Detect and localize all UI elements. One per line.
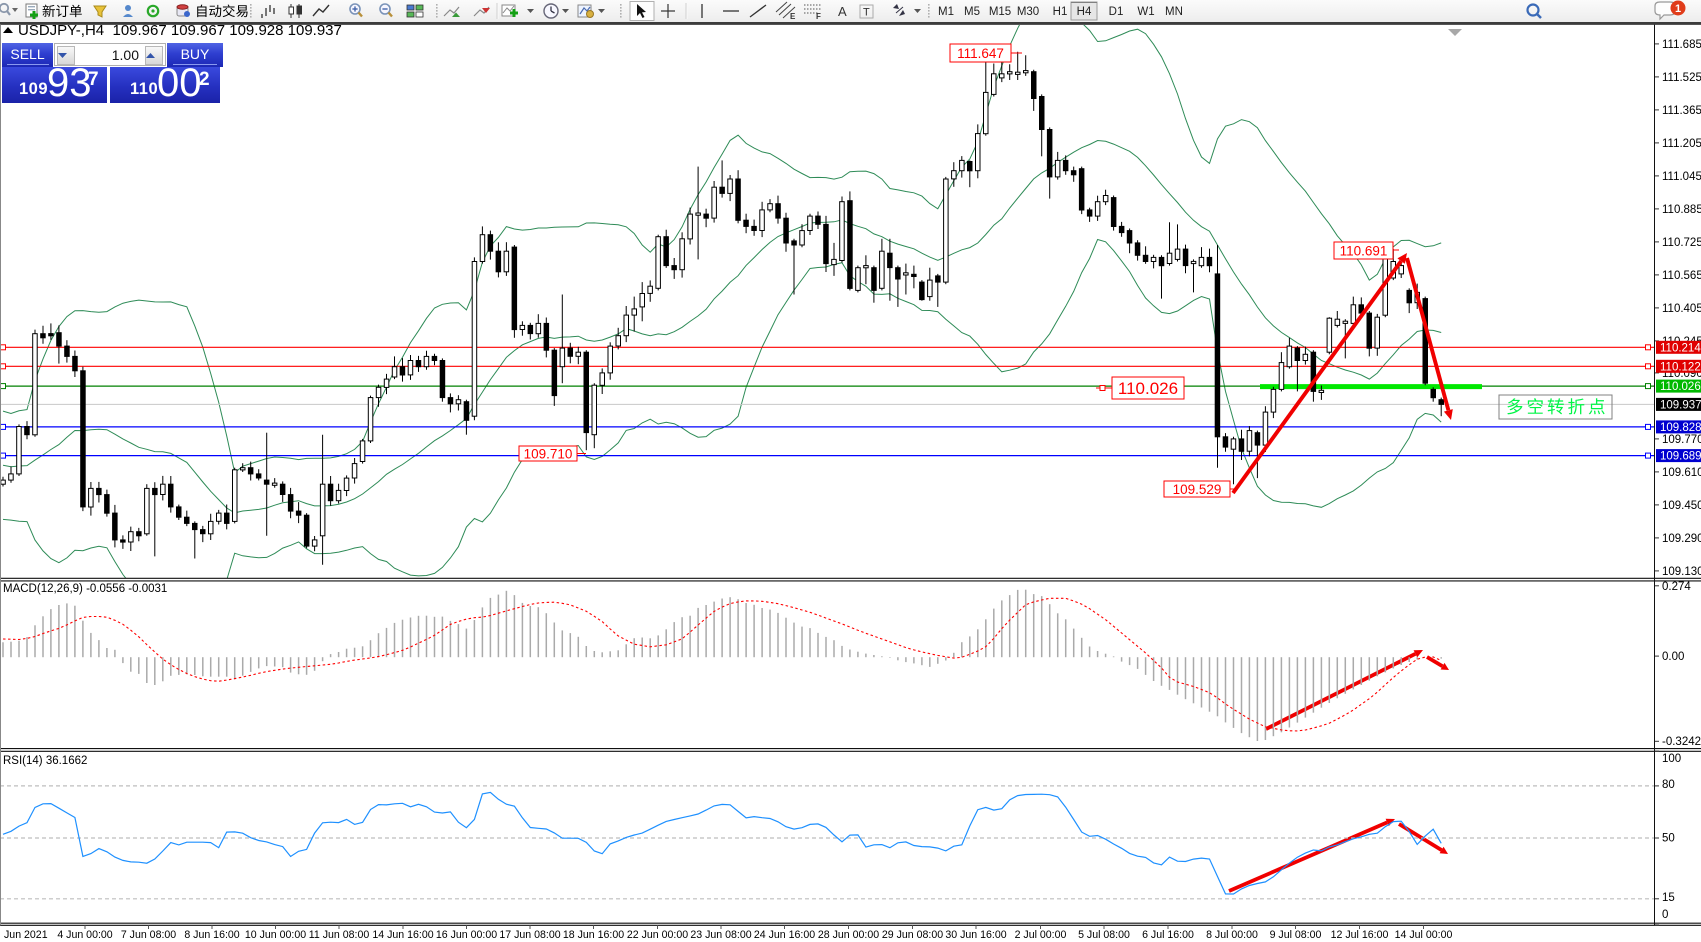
svg-text:15: 15 — [1662, 892, 1675, 904]
svg-text:M30: M30 — [1017, 6, 1039, 18]
svg-text:24 Jun 16:00: 24 Jun 16:00 — [754, 929, 815, 941]
svg-text:109.450: 109.450 — [1662, 500, 1701, 512]
svg-text:MACD(12,26,9) -0.0556 -0.0031: MACD(12,26,9) -0.0556 -0.0031 — [3, 583, 167, 595]
svg-text:50: 50 — [1662, 833, 1675, 845]
svg-text:111.205: 111.205 — [1662, 138, 1701, 150]
svg-text:0.00: 0.00 — [1662, 651, 1684, 663]
svg-text:110.565: 110.565 — [1662, 270, 1701, 282]
svg-text:110.026: 110.026 — [1118, 379, 1178, 398]
svg-text:4 Jun 00:00: 4 Jun 00:00 — [57, 929, 112, 941]
svg-text:T: T — [863, 7, 870, 19]
svg-text:14 Jun 16:00: 14 Jun 16:00 — [372, 929, 433, 941]
svg-text:111.045: 111.045 — [1662, 171, 1701, 183]
svg-text:111.647: 111.647 — [957, 46, 1004, 61]
svg-text:11 Jun 08:00: 11 Jun 08:00 — [309, 929, 370, 941]
svg-text:M15: M15 — [989, 6, 1011, 18]
svg-text:D1: D1 — [1109, 6, 1124, 18]
svg-text:0: 0 — [1662, 909, 1668, 921]
svg-text:M1: M1 — [938, 6, 954, 18]
svg-text:1: 1 — [1675, 3, 1681, 15]
svg-text:100: 100 — [1662, 753, 1681, 765]
svg-text:8 Jul 00:00: 8 Jul 00:00 — [1206, 929, 1258, 941]
svg-text:USDJPY-,H4 109.967 109.967 10: USDJPY-,H4 109.967 109.967 109.928 109.9… — [18, 22, 342, 39]
svg-text:9 Jul 08:00: 9 Jul 08:00 — [1270, 929, 1322, 941]
svg-text:RSI(14) 36.1662: RSI(14) 36.1662 — [3, 755, 87, 767]
svg-text:109.529: 109.529 — [1173, 482, 1222, 497]
svg-text:E: E — [790, 12, 796, 21]
svg-text:H1: H1 — [1053, 6, 1068, 18]
svg-text:H4: H4 — [1077, 6, 1092, 18]
svg-text:28 Jun 00:00: 28 Jun 00:00 — [818, 929, 879, 941]
svg-text:109.937: 109.937 — [1660, 399, 1701, 411]
svg-text:109.610: 109.610 — [1662, 467, 1701, 479]
svg-text:109.710: 109.710 — [524, 446, 573, 461]
svg-text:7 Jun 08:00: 7 Jun 08:00 — [121, 929, 176, 941]
svg-text:110.405: 110.405 — [1662, 303, 1701, 315]
svg-text:30 Jun 16:00: 30 Jun 16:00 — [945, 929, 1006, 941]
svg-text:F: F — [816, 12, 821, 21]
svg-text:6 Jul 16:00: 6 Jul 16:00 — [1142, 929, 1194, 941]
svg-text:29 Jun 08:00: 29 Jun 08:00 — [882, 929, 943, 941]
svg-text:-0.3242: -0.3242 — [1662, 736, 1701, 748]
svg-text:111.685: 111.685 — [1662, 39, 1701, 51]
svg-text:8 Jun 16:00: 8 Jun 16:00 — [184, 929, 239, 941]
svg-text:M5: M5 — [964, 6, 980, 18]
svg-text:80: 80 — [1662, 779, 1675, 791]
svg-text:109.130: 109.130 — [1662, 566, 1701, 578]
svg-text:110.214: 110.214 — [1660, 342, 1701, 354]
svg-text:110.885: 110.885 — [1662, 204, 1701, 216]
svg-text:17 Jun 08:00: 17 Jun 08:00 — [499, 929, 560, 941]
svg-text:109.770: 109.770 — [1662, 434, 1701, 446]
svg-text:110.725: 110.725 — [1662, 237, 1701, 249]
svg-text:23 Jun 08:00: 23 Jun 08:00 — [690, 929, 751, 941]
svg-text:A: A — [838, 4, 847, 19]
svg-text:110.691: 110.691 — [1340, 243, 1388, 258]
svg-text:0.274: 0.274 — [1662, 581, 1691, 593]
svg-text:Jun 2021: Jun 2021 — [4, 929, 48, 941]
svg-text:110.122: 110.122 — [1660, 361, 1701, 373]
svg-text:10 Jun 00:00: 10 Jun 00:00 — [245, 929, 306, 941]
svg-text:2 Jul 00:00: 2 Jul 00:00 — [1015, 929, 1067, 941]
svg-text:110.026: 110.026 — [1660, 381, 1701, 393]
svg-text:14 Jul 00:00: 14 Jul 00:00 — [1395, 929, 1453, 941]
svg-text:MN: MN — [1165, 6, 1183, 18]
svg-text:5 Jul 08:00: 5 Jul 08:00 — [1078, 929, 1130, 941]
svg-text:16 Jun 00:00: 16 Jun 00:00 — [436, 929, 497, 941]
svg-text:111.365: 111.365 — [1662, 105, 1701, 117]
svg-text:109.828: 109.828 — [1660, 422, 1701, 434]
svg-text:109.290: 109.290 — [1662, 533, 1701, 545]
svg-text:109.689: 109.689 — [1660, 451, 1701, 463]
svg-text:W1: W1 — [1137, 6, 1154, 18]
svg-text:12 Jul 16:00: 12 Jul 16:00 — [1331, 929, 1389, 941]
svg-text:111.525: 111.525 — [1662, 72, 1701, 84]
svg-text:22 Jun 00:00: 22 Jun 00:00 — [627, 929, 688, 941]
svg-text:18 Jun 16:00: 18 Jun 16:00 — [563, 929, 624, 941]
